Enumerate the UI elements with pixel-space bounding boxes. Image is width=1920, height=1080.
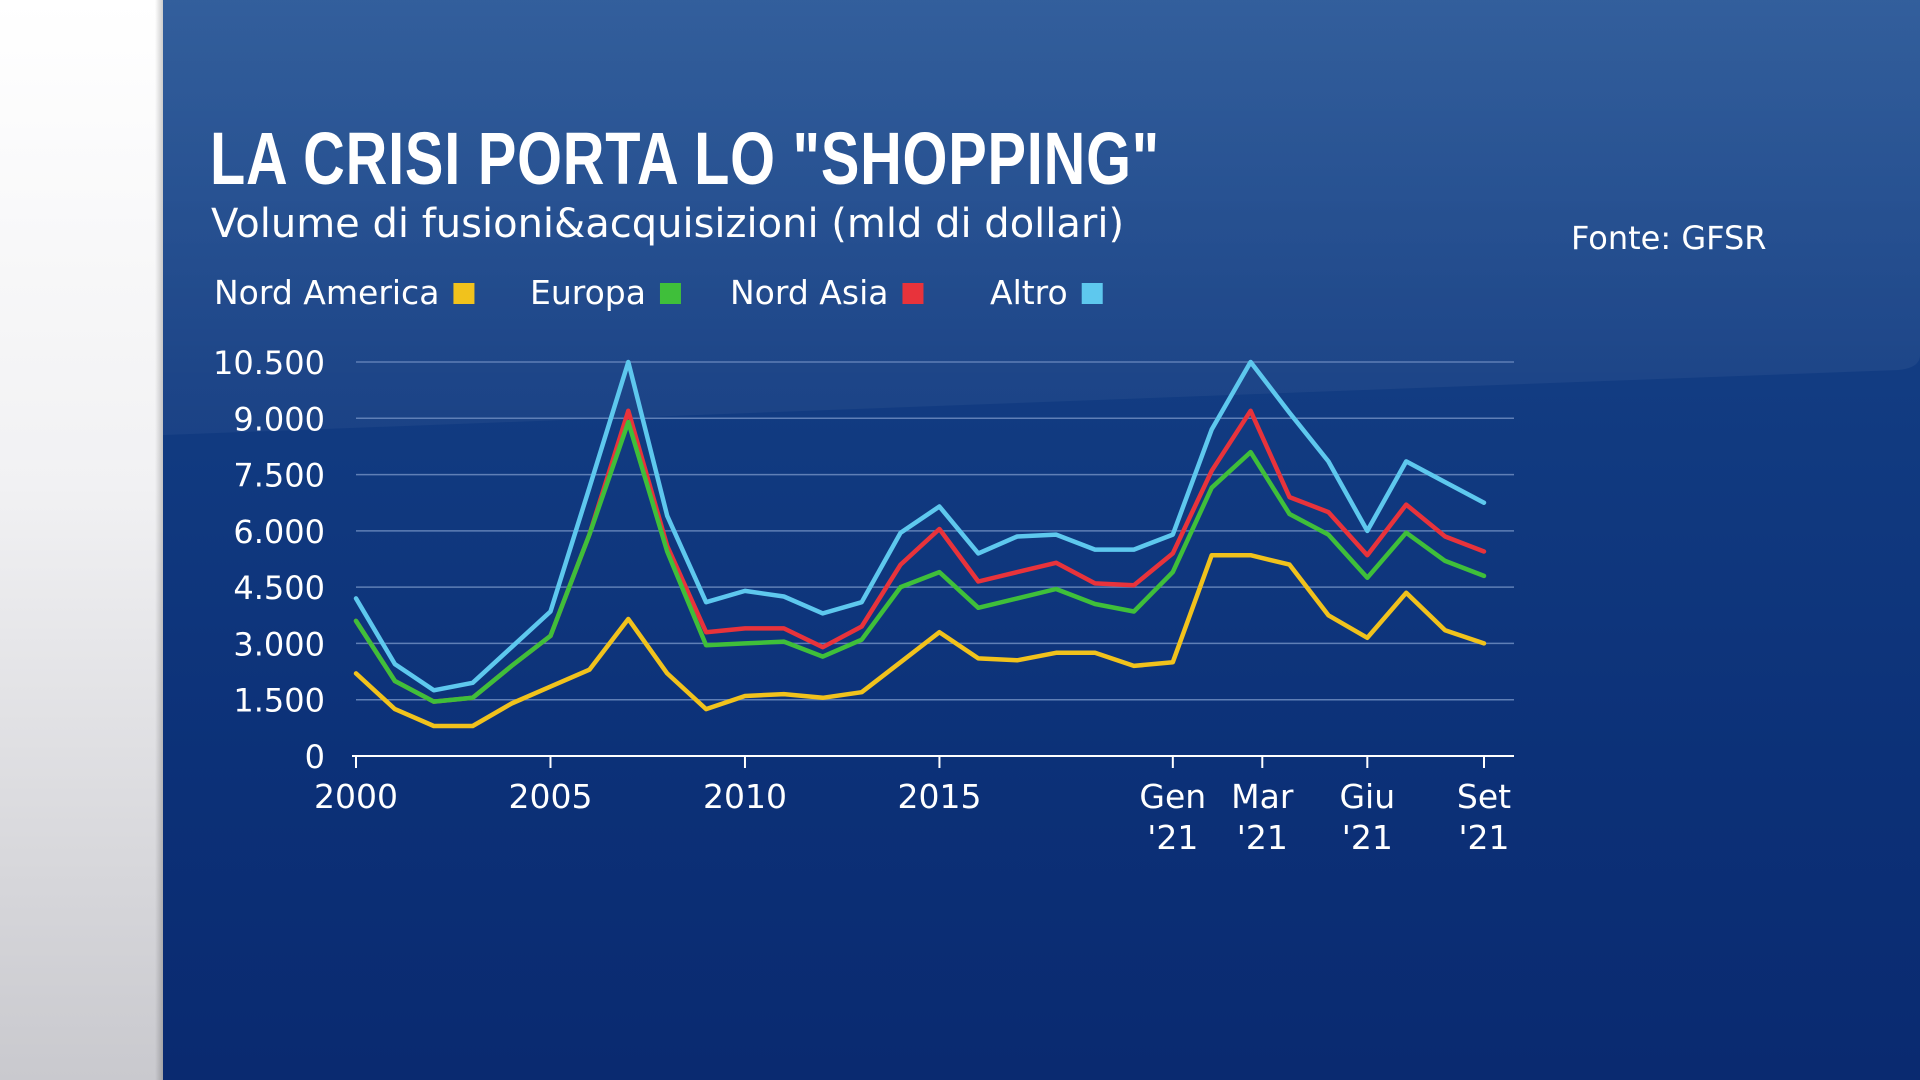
legend-swatch [659, 283, 681, 304]
y-tick-label: 7.500 [233, 457, 325, 495]
x-tick-label: '21 [1147, 818, 1198, 857]
y-tick-label: 10.500 [213, 344, 325, 382]
x-axis [352, 755, 1514, 768]
series-lines [353, 359, 1487, 729]
x-tick-label: '21 [1237, 818, 1288, 857]
series-line-europa [353, 419, 1487, 704]
grid [356, 361, 1514, 701]
y-axis-labels: 0 1.500 3.000 4.500 6.000 7.500 9.000 10.500 [213, 344, 325, 776]
x-tick-label: Giu [1339, 777, 1395, 816]
left-side-panel [0, 0, 163, 1080]
legend-item: Nord America [214, 273, 475, 312]
x-tick-label: Mar [1231, 777, 1294, 816]
chart-title: LA CRISI PORTA LO "SHOPPING" [210, 117, 1160, 200]
y-tick-label: 4.500 [233, 569, 325, 607]
legend-label: Nord Asia [730, 273, 888, 312]
y-tick-label: 9.000 [233, 400, 325, 438]
x-tick-label: 2015 [897, 777, 981, 816]
legend-item: Altro [990, 273, 1103, 312]
x-tick-label: Gen [1139, 777, 1206, 816]
x-tick-label: 2010 [703, 777, 787, 816]
source-note: Fonte: GFSR [1571, 219, 1767, 257]
panel-shadow [155, 0, 165, 1080]
legend-label: Europa [530, 273, 646, 312]
chart-panel: LA CRISI PORTA LO "SHOPPING" Volume di f… [163, 0, 1920, 1080]
legend-item: Europa [530, 273, 681, 312]
y-tick-label: 6.000 [233, 513, 325, 551]
y-tick-label: 0 [305, 738, 325, 776]
y-tick-label: 1.500 [233, 682, 325, 720]
legend-swatch [902, 283, 924, 304]
x-tick-label: '21 [1342, 818, 1393, 857]
series-line-nord-america [353, 552, 1487, 729]
series-line-altro [353, 359, 1487, 693]
x-tick-label: Set [1457, 777, 1511, 816]
x-tick-label: 2000 [314, 777, 398, 816]
x-tick-label: 2005 [508, 777, 592, 816]
legend-swatch [453, 283, 475, 304]
legend-item: Nord Asia [730, 273, 924, 312]
chart-subtitle: Volume di fusioni&acquisizioni (mld di d… [211, 201, 1125, 247]
legend-swatch [1081, 283, 1103, 304]
legend-label: Nord America [214, 273, 439, 312]
x-tick-label: '21 [1458, 818, 1509, 857]
legend: Nord America Europa Nord Asia Altro [214, 273, 1103, 312]
legend-label: Altro [990, 273, 1068, 312]
glossy-highlight [163, 0, 1920, 435]
y-tick-label: 3.000 [233, 625, 325, 663]
